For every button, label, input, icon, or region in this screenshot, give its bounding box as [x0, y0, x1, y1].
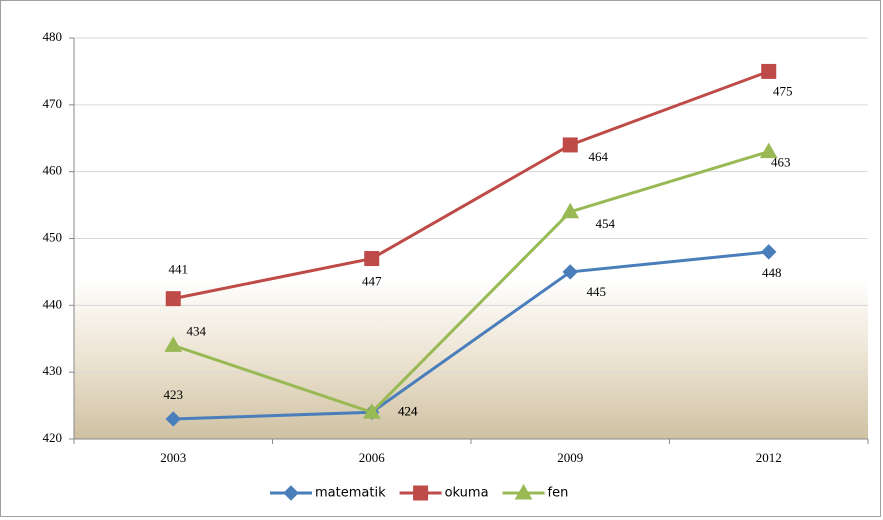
data-point — [759, 142, 778, 159]
data-point — [165, 291, 181, 307]
x-tick-label: 2003 — [160, 450, 186, 465]
data-label: 424 — [398, 403, 418, 418]
data-label: 447 — [362, 274, 382, 289]
data-label: 475 — [773, 83, 793, 98]
data-point — [561, 202, 580, 219]
data-point — [362, 403, 381, 419]
x-tick-label: 2009 — [557, 450, 583, 465]
data-label: 424 — [398, 403, 418, 418]
y-tick-label: 450 — [43, 229, 63, 244]
y-tick-label: 480 — [43, 29, 63, 44]
series-line — [173, 250, 769, 421]
data-point — [364, 251, 380, 267]
legend-label: fen — [548, 486, 569, 501]
y-tick-label: 460 — [43, 163, 63, 178]
data-label: 464 — [589, 149, 609, 164]
data-point — [164, 336, 183, 352]
data-point — [761, 244, 777, 260]
data-label: 423 — [164, 387, 184, 402]
legend-marker — [514, 483, 533, 500]
y-tick-label: 430 — [43, 363, 63, 378]
legend-marker — [413, 485, 429, 501]
data-label: 463 — [771, 155, 791, 170]
y-tick-label: 420 — [43, 430, 63, 445]
series-line — [172, 150, 770, 414]
y-tick-label: 470 — [43, 96, 63, 111]
data-point — [562, 137, 578, 153]
data-label: 441 — [169, 262, 189, 277]
data-label: 445 — [587, 284, 607, 299]
legend-label: matematik — [315, 486, 386, 501]
x-tick-label: 2012 — [756, 450, 782, 465]
legend-label: okuma — [445, 486, 489, 501]
data-label: 448 — [762, 265, 782, 280]
data-point — [165, 411, 181, 427]
data-label: 434 — [187, 323, 207, 338]
data-label: 454 — [596, 216, 616, 231]
y-tick-label: 440 — [43, 296, 63, 311]
legend-marker — [283, 485, 299, 501]
data-point — [761, 63, 777, 79]
x-tick-label: 2006 — [359, 450, 386, 465]
series-line — [172, 70, 770, 301]
data-point — [562, 264, 578, 280]
